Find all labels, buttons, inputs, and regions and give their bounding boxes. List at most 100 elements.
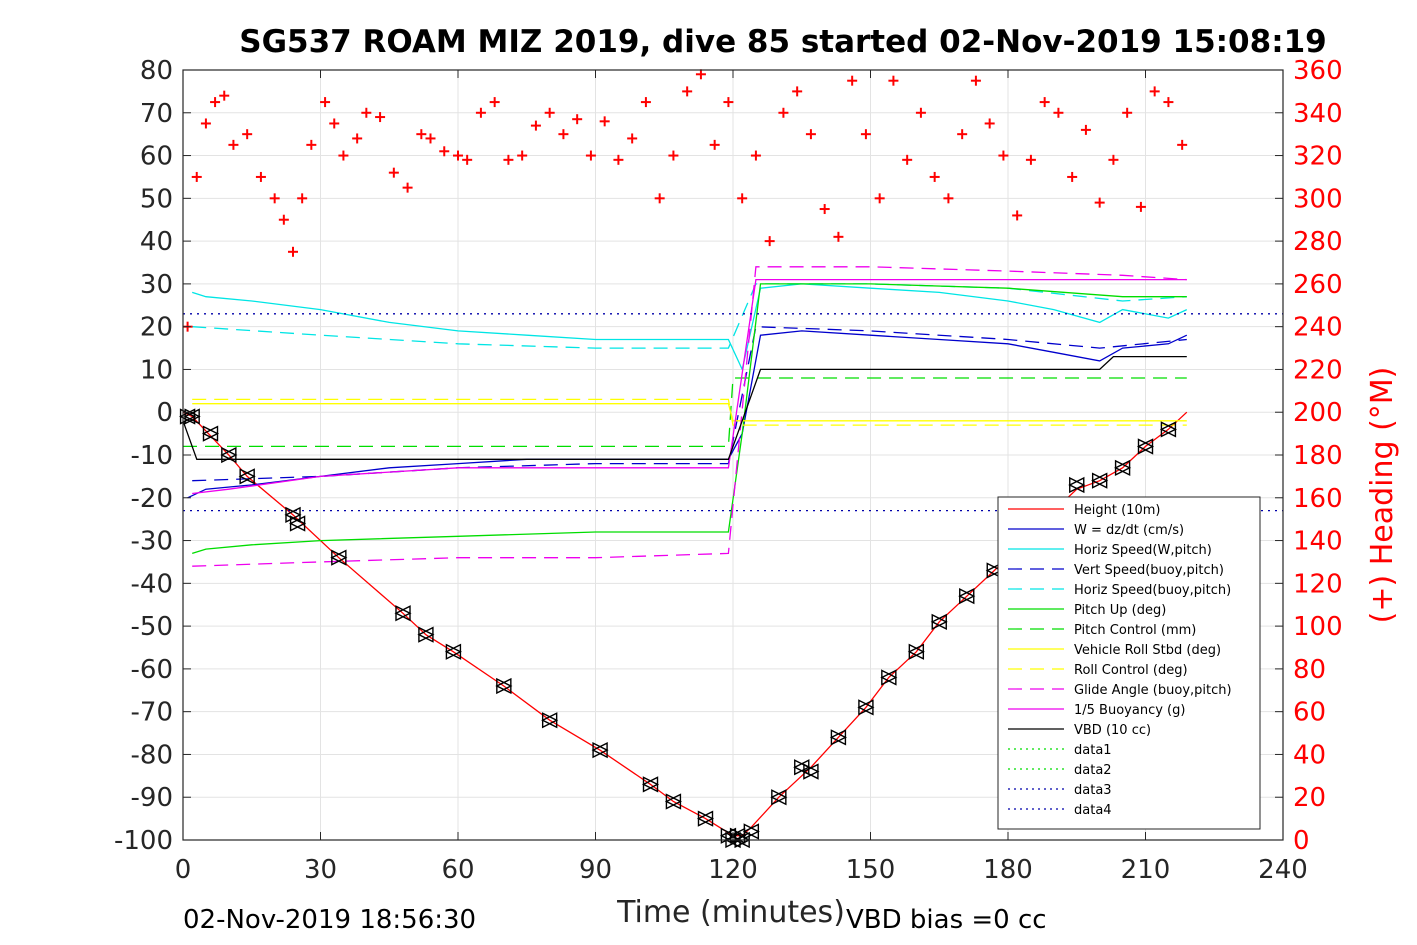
dive-marker-left	[201, 425, 219, 442]
heading-point	[306, 139, 317, 150]
heading-point	[695, 69, 706, 80]
heading-point	[352, 133, 363, 144]
series-line-9	[192, 266, 1187, 567]
legend-box	[997, 496, 1261, 830]
y-tick-label: 50	[140, 184, 173, 214]
dive-marker-left	[696, 810, 714, 827]
dive-marker	[591, 742, 609, 759]
x-tick-label: 240	[1258, 855, 1308, 885]
heading-point	[425, 133, 436, 144]
dive-marker	[220, 446, 238, 464]
y-tick-label: 0	[156, 398, 173, 428]
heading-point	[288, 246, 298, 257]
heading-point	[819, 204, 830, 215]
heading-point	[228, 139, 239, 150]
dive-marker	[880, 669, 898, 686]
heading-point	[210, 97, 221, 108]
x-tick-label: 90	[579, 855, 612, 885]
heading-point	[778, 107, 789, 118]
x-tick-label: 60	[441, 855, 474, 885]
legend-item-label: Horiz Speed(W,pitch)	[1074, 543, 1212, 558]
legend-item-label: Pitch Up (deg)	[1074, 603, 1166, 618]
y2-tick-label: 160	[1293, 484, 1343, 514]
legend-item-label: data3	[1074, 783, 1112, 798]
y2-tick-label: 120	[1293, 569, 1343, 599]
legend: Height (10m) W = dz/dt (cm/s) Horiz Speed(…	[997, 496, 1261, 830]
x-axis-ticks: 0 30 60 90 120 150 180 210 240	[175, 70, 1308, 885]
dive-marker-left	[930, 613, 947, 630]
heading-point	[1094, 197, 1105, 208]
heading-point	[269, 193, 280, 204]
heading-point	[200, 118, 211, 129]
heading-point	[723, 97, 734, 108]
series-line-4	[192, 283, 1187, 349]
dive-marker	[1136, 438, 1155, 455]
heading-point	[453, 150, 463, 161]
legend-item-label: Roll Control (deg)	[1074, 663, 1188, 678]
heading-point	[1135, 201, 1146, 212]
dive-marker-left	[829, 729, 847, 746]
heading-point	[1080, 124, 1091, 135]
heading-point	[1053, 107, 1064, 118]
heading-point	[805, 129, 816, 140]
y-tick-label: 70	[140, 99, 173, 129]
dive-marker-left	[220, 446, 237, 464]
heading-point	[943, 193, 954, 204]
heading-point	[957, 129, 968, 140]
heading-point	[191, 171, 202, 182]
heading-point	[998, 150, 1009, 161]
heading-point	[585, 150, 596, 161]
heading-point	[1025, 154, 1036, 165]
y2-tick-label: 240	[1293, 313, 1343, 343]
heading-point	[860, 129, 871, 140]
legend-item-label: data4	[1074, 803, 1112, 818]
legend-item-label: Vert Speed(buoy,pitch)	[1074, 563, 1224, 578]
y-tick-label: 60	[140, 142, 173, 172]
dive-marker-left	[541, 712, 558, 729]
y2-tick-label: 80	[1293, 655, 1326, 685]
dive-marker	[664, 793, 682, 810]
dive-marker-left	[958, 588, 975, 605]
y2-tick-label: 320	[1293, 142, 1343, 172]
heading-point	[489, 97, 500, 108]
legend-item-label: Horiz Speed(buoy,pitch)	[1074, 583, 1231, 598]
heading-point	[1122, 107, 1133, 118]
legend-item-label: data1	[1074, 743, 1112, 758]
y-tick-label: -10	[131, 441, 173, 471]
heading-point	[902, 154, 913, 165]
dive-marker	[394, 605, 412, 622]
dive-marker-left	[857, 699, 874, 716]
x-tick-label: 150	[846, 855, 896, 885]
dive-marker	[183, 408, 201, 425]
y2-axis-ticks: 3603403203002802602402202001801601401201…	[1275, 56, 1343, 856]
heading-point	[792, 86, 803, 97]
dive-marker	[201, 425, 220, 442]
heading-point	[970, 75, 981, 86]
legend-item-label: Glide Angle (buoy,pitch)	[1074, 683, 1232, 698]
heading-markers	[182, 69, 1188, 332]
heading-point	[329, 118, 340, 129]
x-tick-label: 0	[175, 855, 192, 885]
heading-point	[847, 75, 858, 86]
heading-point	[668, 150, 679, 161]
heading-point	[613, 154, 624, 165]
x-tick-label: 120	[708, 855, 758, 885]
heading-point	[416, 129, 427, 140]
legend-item-label: VBD (10 cc)	[1074, 723, 1151, 738]
heading-point	[402, 182, 413, 193]
heading-point	[475, 107, 486, 118]
dive-marker	[1114, 459, 1132, 476]
heading-point	[1163, 97, 1174, 108]
legend-item-label: W = dz/dt (cm/s)	[1074, 523, 1184, 538]
heading-point	[1149, 86, 1160, 97]
heading-point	[1108, 154, 1119, 165]
y-tick-label: 20	[140, 313, 173, 343]
heading-point	[737, 193, 748, 204]
dive-marker	[238, 468, 256, 485]
dive-marker	[417, 626, 435, 643]
dive-marker	[1068, 476, 1086, 494]
heading-point	[640, 97, 651, 108]
dive-marker	[1091, 472, 1109, 489]
heading-point	[1177, 139, 1188, 150]
heading-point	[462, 154, 473, 165]
